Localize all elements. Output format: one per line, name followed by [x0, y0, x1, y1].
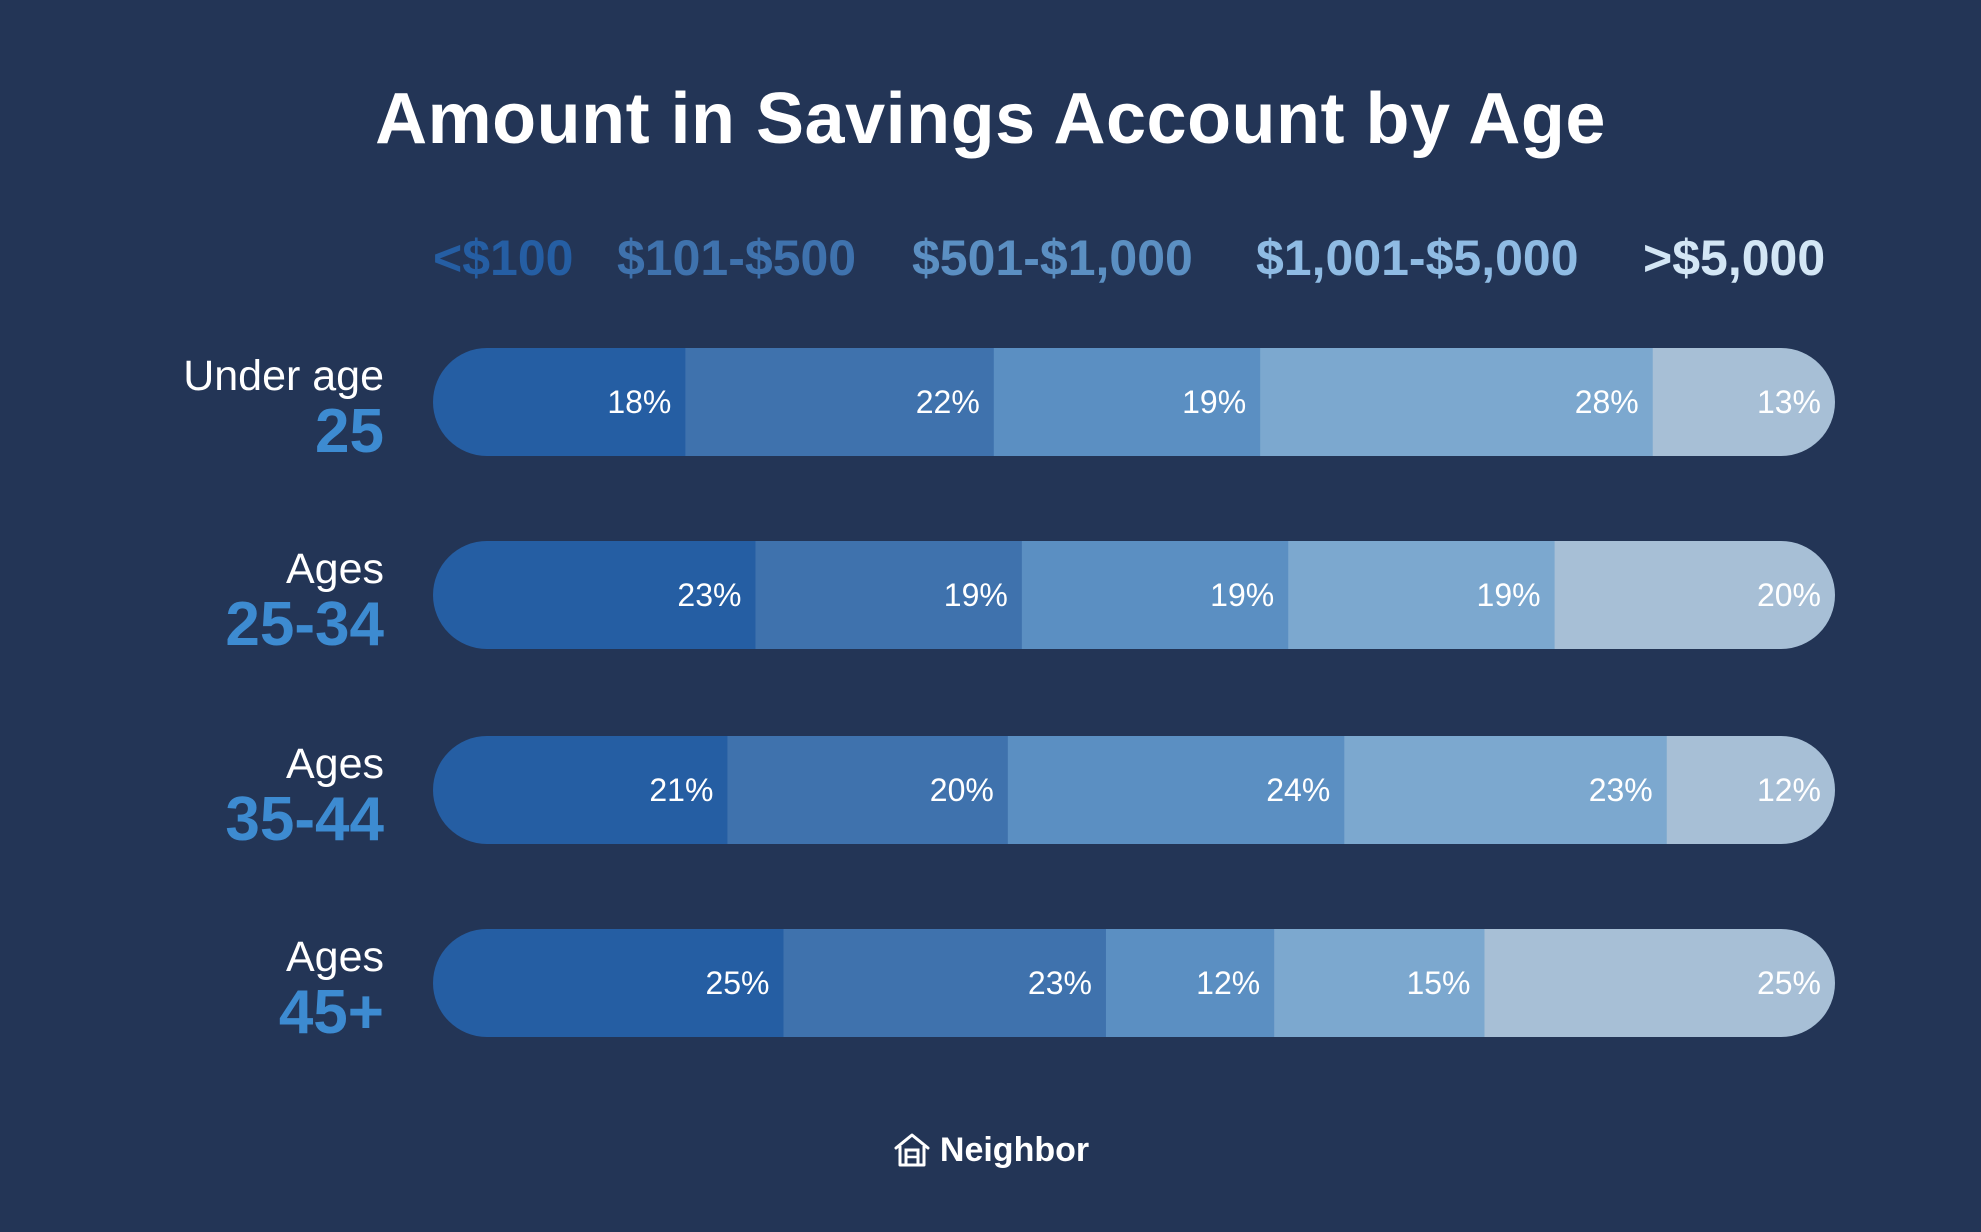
- age-label-big-0: 25: [315, 397, 384, 466]
- bar-segment-2-4: [1666, 736, 1835, 844]
- age-label-big-3: 45+: [279, 978, 384, 1047]
- age-label-small-2: Ages: [286, 740, 384, 788]
- legend-label-0: <$100: [433, 230, 573, 286]
- age-label-big-1: 25-34: [225, 590, 384, 659]
- data-label-0-0: 18%: [607, 384, 671, 420]
- bar-segment-1-2: [1021, 541, 1289, 649]
- bar-segment-3-4: [1484, 929, 1835, 1037]
- data-label-0-1: 22%: [916, 384, 980, 420]
- bar-segment-3-1: [783, 929, 1107, 1037]
- house-icon: [894, 1133, 930, 1167]
- data-label-1-3: 19%: [1477, 577, 1541, 613]
- legend-label-3: $1,001-$5,000: [1256, 230, 1579, 286]
- age-label-small-1: Ages: [286, 545, 384, 593]
- data-label-2-2: 24%: [1266, 772, 1330, 808]
- legend: <$100 $101-$500 $501-$1,000 $1,001-$5,000 >$…: [433, 230, 1825, 286]
- bar-segment-1-1: [755, 541, 1023, 649]
- data-label-0-3: 28%: [1575, 384, 1639, 420]
- bar-segment-2-3: [1344, 736, 1668, 844]
- bar-segment-3-0: [433, 929, 785, 1037]
- bar-segment-2-2: [1007, 736, 1345, 844]
- bar-segment-0-4: [1652, 348, 1835, 456]
- age-label-small-3: Ages: [286, 933, 384, 981]
- data-label-0-2: 19%: [1182, 384, 1246, 420]
- bar-segment-1-4: [1554, 541, 1835, 649]
- data-label-3-3: 15%: [1406, 965, 1470, 1001]
- data-label-1-2: 19%: [1210, 577, 1274, 613]
- data-label-3-4: 25%: [1757, 965, 1821, 1001]
- bar-segment-2-1: [727, 736, 1009, 844]
- bar-segment-0-1: [685, 348, 995, 456]
- age-label-small-0: Under age: [183, 352, 384, 400]
- data-label-3-2: 12%: [1196, 965, 1260, 1001]
- data-label-3-1: 23%: [1028, 965, 1092, 1001]
- data-label-0-4: 13%: [1757, 384, 1821, 420]
- brand-name: Neighbor: [939, 1130, 1090, 1169]
- bar-segment-1-0: [433, 541, 757, 649]
- brand-logo: Neighbor: [0, 1130, 1981, 1170]
- chart-title: Amount in Savings Account by Age: [375, 79, 1606, 159]
- data-label-1-4: 20%: [1757, 577, 1821, 613]
- bar-segment-3-2: [1105, 929, 1275, 1037]
- data-label-2-4: 12%: [1757, 772, 1821, 808]
- bar-segment-0-0: [433, 348, 686, 456]
- data-label-2-1: 20%: [930, 772, 994, 808]
- legend-label-1: $101-$500: [617, 230, 856, 286]
- data-label-2-0: 21%: [649, 772, 713, 808]
- bar-segment-2-0: [433, 736, 729, 844]
- data-label-1-1: 19%: [944, 577, 1008, 613]
- bar-segment-0-2: [993, 348, 1261, 456]
- legend-label-2: $501-$1,000: [912, 230, 1193, 286]
- age-label-big-2: 35-44: [225, 785, 384, 854]
- data-label-3-0: 25%: [705, 965, 769, 1001]
- data-label-1-0: 23%: [677, 577, 741, 613]
- bar-segment-3-3: [1274, 929, 1486, 1037]
- legend-label-4: >$5,000: [1643, 230, 1825, 286]
- bar-segment-0-3: [1260, 348, 1654, 456]
- bar-segment-1-3: [1288, 541, 1556, 649]
- data-label-2-3: 23%: [1589, 772, 1653, 808]
